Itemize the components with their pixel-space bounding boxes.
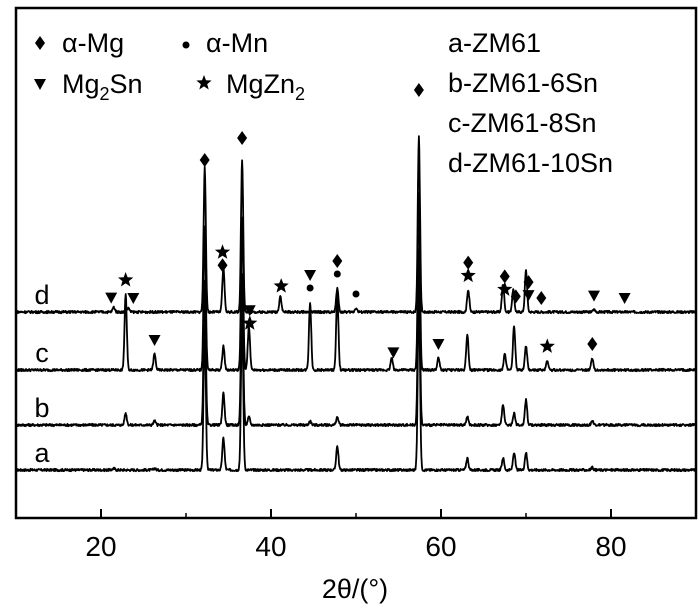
x-tick-label: 80 — [595, 531, 626, 562]
diffraction-curves — [15, 135, 697, 473]
x-axis: 20 40 60 80 — [15, 509, 697, 562]
dot-marker — [333, 270, 341, 278]
triangle-down-marker — [387, 347, 400, 359]
curve-label-c: c — [35, 338, 49, 368]
star-marker — [118, 272, 134, 287]
dot-marker — [352, 290, 360, 298]
star-marker — [460, 267, 476, 283]
triangle-down-marker — [304, 270, 317, 281]
x-axis-title: 2θ/(°) — [322, 574, 388, 604]
diamond-marker — [499, 269, 510, 284]
diamond-marker — [523, 275, 534, 290]
legend-label: Mg2Sn — [62, 69, 143, 104]
legend-label: MgZn2 — [226, 69, 305, 104]
triangle-down-marker — [148, 335, 161, 346]
curve-label-d: d — [34, 280, 49, 310]
diamond-marker — [199, 153, 210, 167]
diamond-marker — [217, 258, 228, 273]
x-tick-label: 20 — [85, 531, 116, 562]
triangle-down-marker — [618, 293, 631, 304]
star-marker — [214, 244, 231, 259]
legend-diamond-symbol — [35, 36, 45, 50]
star-marker — [242, 315, 258, 330]
curve-label-a: a — [34, 438, 50, 468]
star-marker — [539, 338, 555, 353]
sample-legend-item: d-ZM61-10Sn — [448, 148, 613, 178]
diamond-marker — [536, 291, 547, 305]
triangle-down-marker — [105, 292, 118, 304]
triangle-down-marker — [522, 290, 535, 302]
legend-label: α-Mn — [206, 28, 268, 58]
x-tick-label: 60 — [425, 531, 456, 562]
sample-legend-item: c-ZM61-8Sn — [448, 108, 597, 138]
legend: α-Mg α-Mn Mg2Sn MgZn2 a-ZM61 b-ZM61-6Sn c-ZM61… — [34, 28, 613, 178]
curve-c — [15, 192, 697, 373]
phase-markers — [105, 83, 631, 359]
diamond-marker — [463, 255, 474, 270]
triangle-down-marker — [432, 339, 445, 350]
triangle-down-marker — [127, 292, 140, 304]
x-tick-label: 40 — [255, 531, 286, 562]
dot-marker — [306, 284, 314, 292]
curve-a — [15, 292, 697, 473]
star-marker — [273, 278, 289, 293]
curve-label-b: b — [34, 393, 49, 423]
triangle-down-marker — [588, 290, 600, 302]
sample-legend-item: a-ZM61 — [448, 28, 541, 58]
triangle-down-marker — [243, 305, 256, 317]
diamond-marker — [413, 83, 424, 97]
legend-triangle-down-symbol — [34, 79, 46, 90]
curve-d — [15, 135, 697, 315]
diamond-marker — [587, 337, 598, 351]
diamond-marker — [332, 254, 343, 268]
legend-label: α-Mg — [62, 28, 124, 58]
legend-dot-symbol — [182, 41, 190, 49]
star-marker — [497, 281, 513, 296]
diamond-marker — [510, 289, 521, 304]
curve-b — [15, 248, 697, 428]
legend-star-symbol — [196, 75, 212, 90]
diamond-marker — [237, 131, 248, 145]
sample-legend-item: b-ZM61-6Sn — [448, 68, 598, 98]
